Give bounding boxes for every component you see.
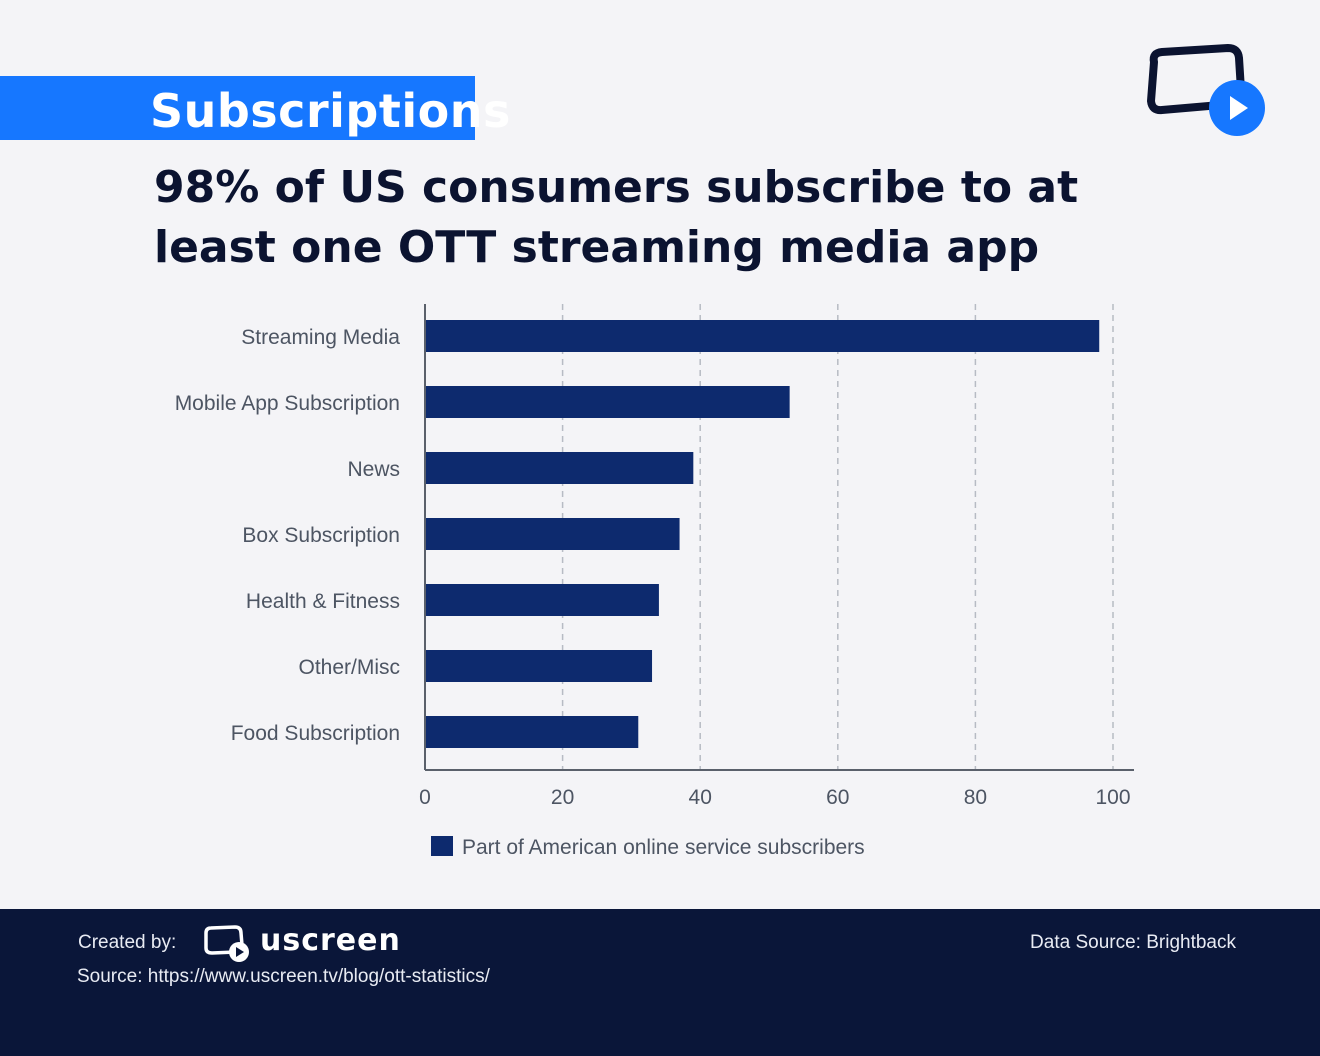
footer: Created by: uscreen Source: https://www.… bbox=[0, 909, 1320, 1056]
play-screen-icon bbox=[1147, 44, 1265, 136]
category-label: Box Subscription bbox=[242, 524, 400, 547]
bar bbox=[426, 584, 659, 616]
category-label: Food Subscription bbox=[231, 722, 400, 745]
bar-chart: 0 20 40 60 80 100 Streaming Media Mobile App Su… bbox=[175, 304, 1134, 859]
legend-swatch bbox=[431, 836, 453, 856]
bar bbox=[426, 518, 680, 550]
x-tick-label: 0 bbox=[419, 786, 431, 809]
bar bbox=[426, 386, 790, 418]
category-label: Mobile App Subscription bbox=[175, 392, 400, 415]
x-tick-label: 40 bbox=[689, 786, 712, 809]
bar bbox=[426, 650, 653, 682]
bar bbox=[426, 320, 1100, 352]
section-badge: Subscriptions bbox=[0, 76, 510, 140]
legend-label: Part of American online service subscrib… bbox=[462, 836, 865, 859]
category-label: News bbox=[347, 458, 400, 481]
bar bbox=[426, 452, 694, 484]
x-tick-label: 20 bbox=[551, 786, 574, 809]
category-label: Streaming Media bbox=[241, 326, 400, 349]
bar bbox=[426, 716, 639, 748]
x-tick-label: 80 bbox=[964, 786, 987, 809]
brand-name: uscreen bbox=[260, 923, 401, 958]
uscreen-logo-icon bbox=[204, 925, 249, 962]
source-url: Source: https://www.uscreen.tv/blog/ott-… bbox=[77, 966, 490, 987]
x-tick-label: 100 bbox=[1095, 786, 1130, 809]
headline: 98% of US consumers subscribe to at leas… bbox=[154, 162, 1079, 273]
category-label: Other/Misc bbox=[298, 656, 400, 679]
section-badge-label: Subscriptions bbox=[150, 84, 511, 138]
x-tick-label: 60 bbox=[826, 786, 849, 809]
data-source: Data Source: Brightback bbox=[1030, 932, 1236, 953]
category-label: Health & Fitness bbox=[246, 590, 400, 613]
created-by-label: Created by: bbox=[78, 932, 177, 953]
